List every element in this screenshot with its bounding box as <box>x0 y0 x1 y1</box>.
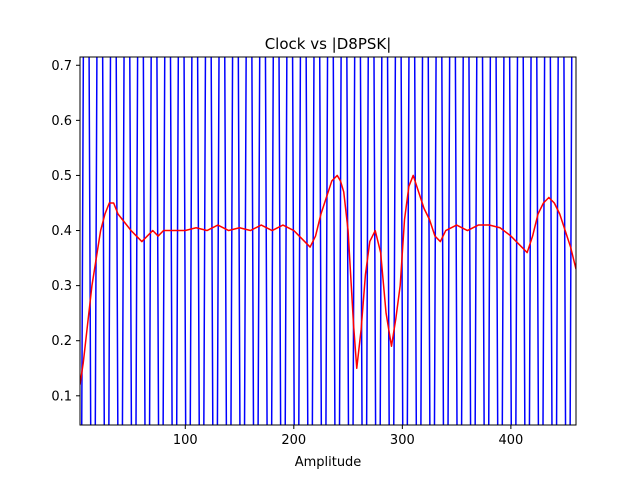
x-axis-label: Amplitude <box>295 455 362 470</box>
y-tick-label: 0.4 <box>51 224 72 239</box>
x-axis: 100 200 300 400 <box>173 425 523 448</box>
plot-frame <box>79 56 577 426</box>
x-tick-label: 300 <box>390 433 415 448</box>
y-axis: 0.1 0.2 0.3 0.4 0.5 0.6 0.7 <box>51 59 80 404</box>
x-tick-label: 100 <box>173 433 198 448</box>
plot-area <box>80 57 576 425</box>
y-tick-label: 0.1 <box>51 389 72 404</box>
series-amplitude-line <box>80 174 576 385</box>
x-tick-label: 400 <box>498 433 523 448</box>
series-clock-line <box>80 57 573 425</box>
chart-title: Clock vs |D8PSK| <box>265 35 392 53</box>
y-tick-label: 0.2 <box>51 334 72 349</box>
y-tick-label: 0.3 <box>51 279 72 294</box>
y-tick-label: 0.7 <box>51 59 72 74</box>
y-tick-label: 0.6 <box>51 114 72 129</box>
x-tick-label: 200 <box>281 433 306 448</box>
y-tick-label: 0.5 <box>51 169 72 184</box>
